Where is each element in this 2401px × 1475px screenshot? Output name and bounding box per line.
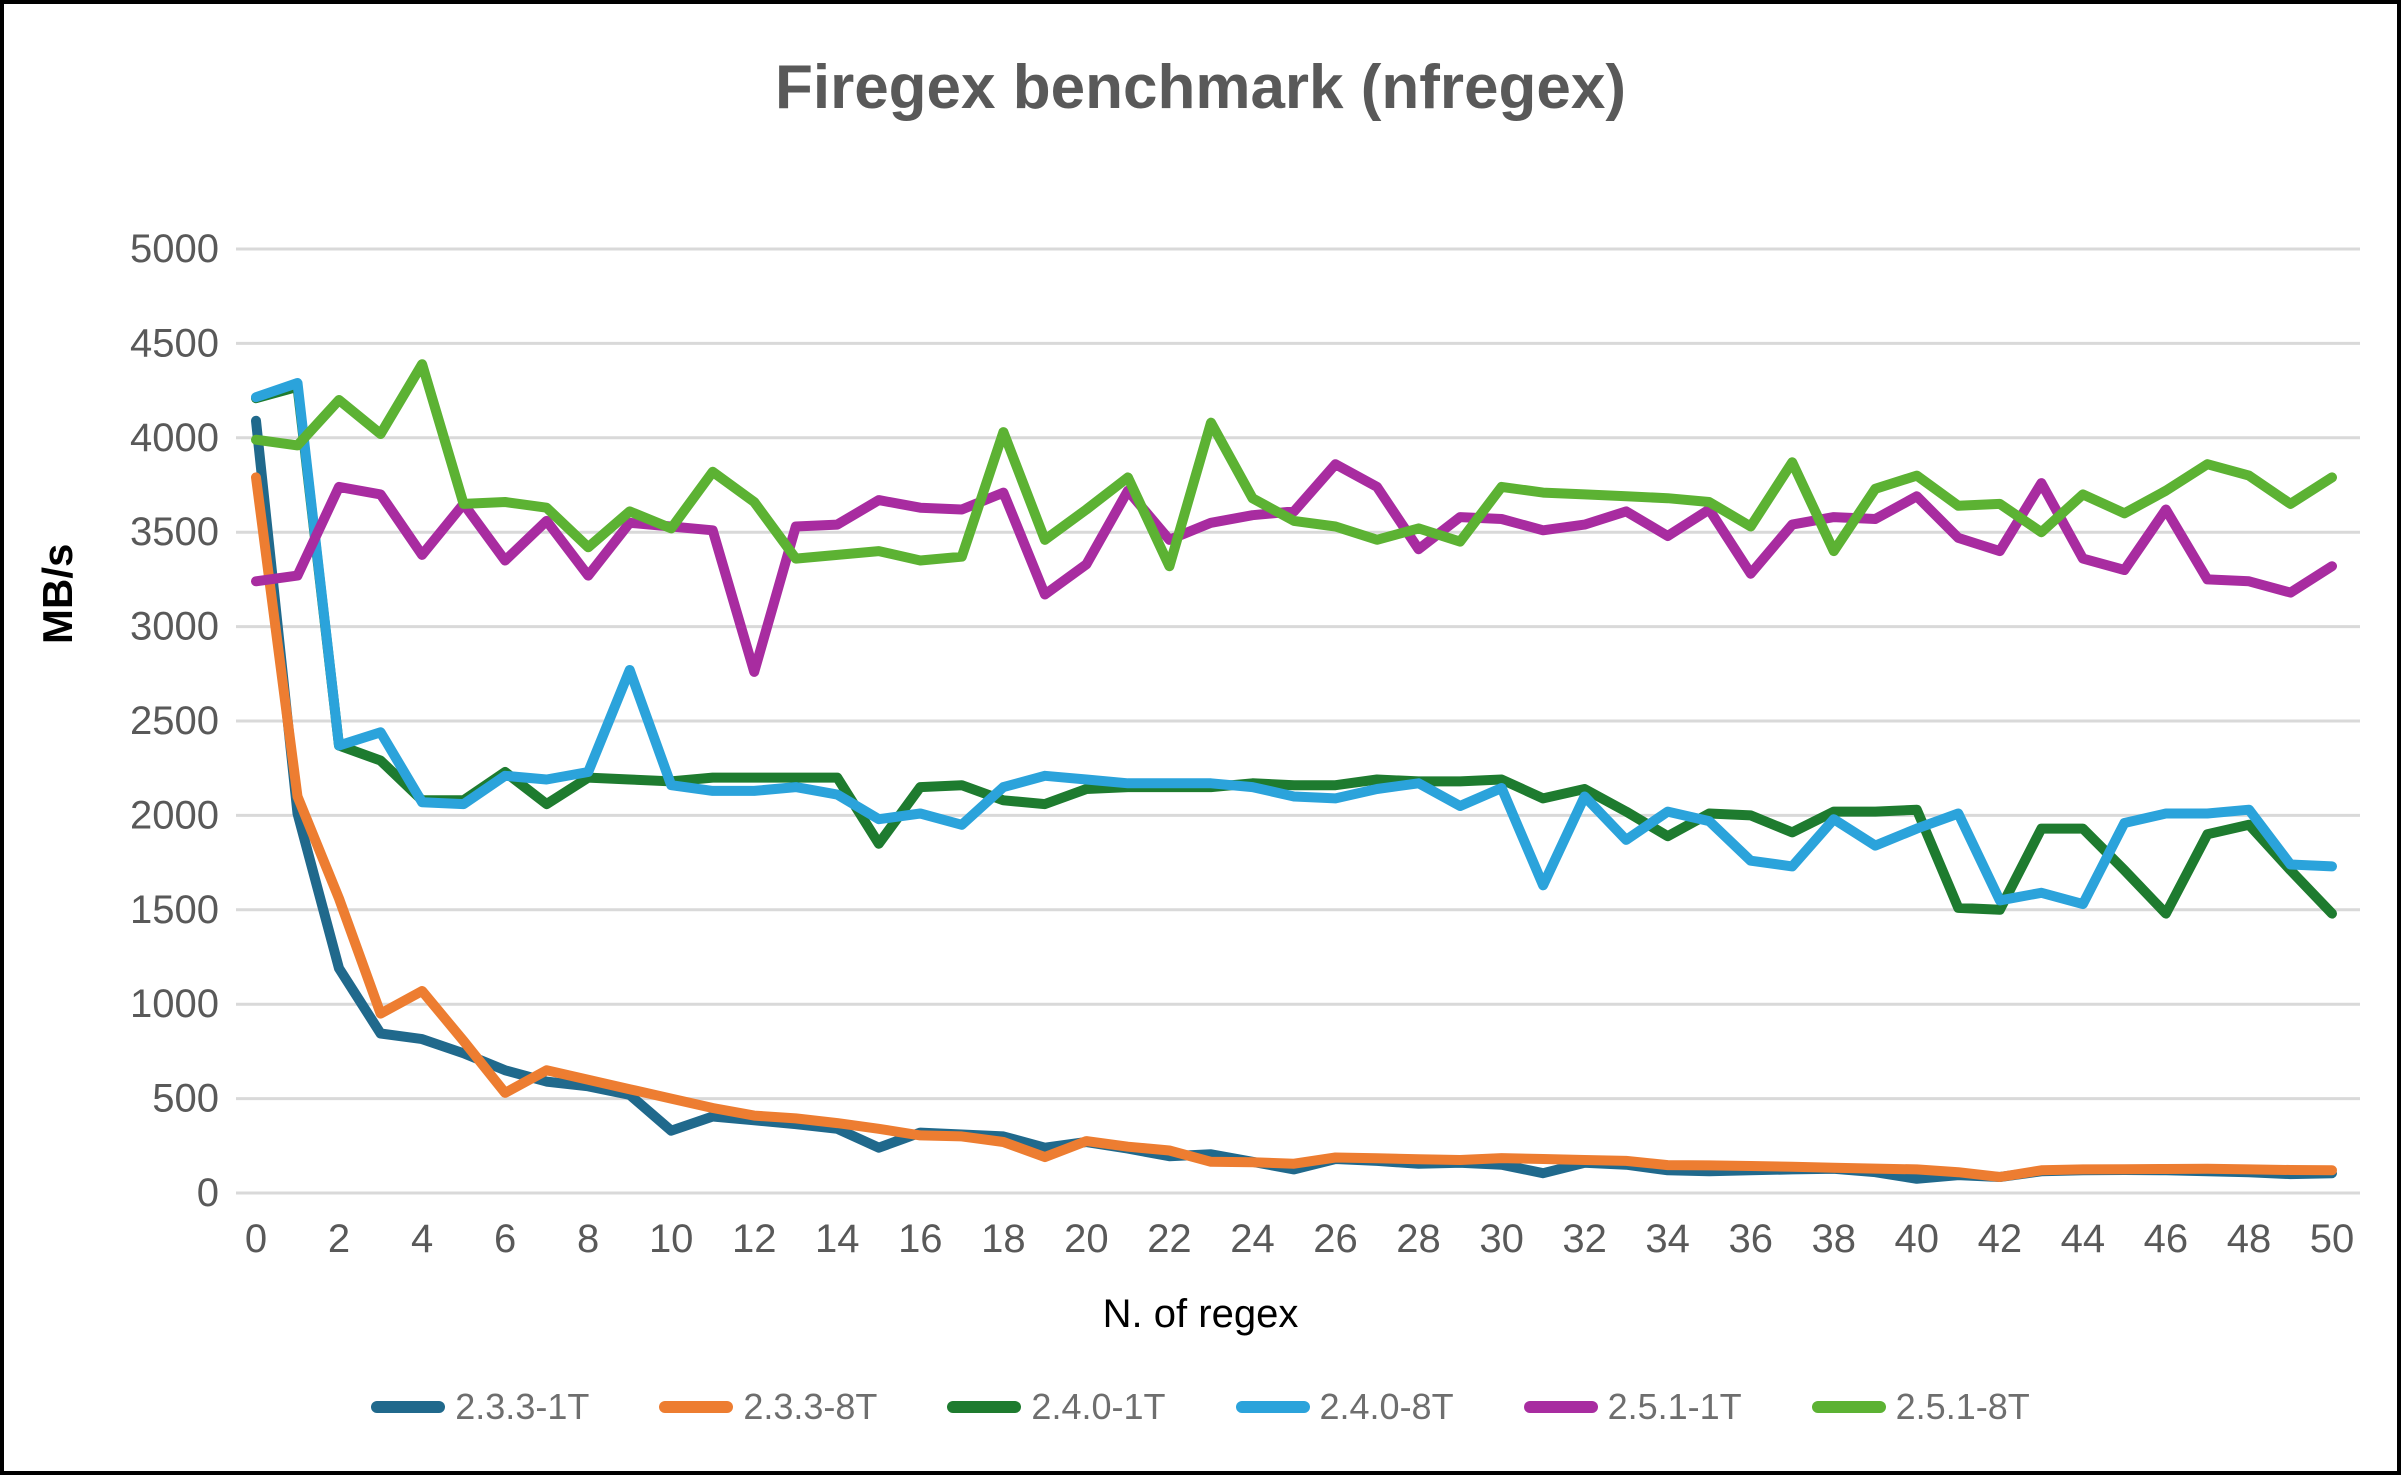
y-tick-label: 4500 [130, 321, 219, 365]
y-tick-label: 2500 [130, 699, 219, 743]
chart-legend: 2.3.3-1T 2.3.3-8T 2.4.0-1T 2.4.0-8T 2.5.1-1T… [4, 1386, 2397, 1428]
y-tick-label: 500 [152, 1077, 219, 1121]
legend-swatch-2.3.3-8T [659, 1401, 734, 1413]
legend-item-2.3.3-8T: 2.3.3-8T [659, 1386, 877, 1428]
legend-item-2.5.1-8T: 2.5.1-8T [1811, 1386, 2030, 1428]
legend-label: 2.3.3-8T [743, 1386, 878, 1427]
x-tick-label: 12 [732, 1217, 777, 1261]
x-tick-label: 26 [1313, 1217, 1358, 1261]
x-tick-label: 10 [649, 1217, 694, 1261]
chart-title: Firegex benchmark (nfregex) [774, 53, 1627, 122]
legend-swatch-2.5.1-8T [1811, 1401, 1886, 1413]
x-tick-label: 30 [1479, 1217, 1524, 1261]
x-tick-label: 8 [577, 1217, 599, 1261]
series-line-2.4.0-1T [251, 381, 2337, 919]
x-tick-label: 14 [815, 1217, 860, 1261]
legend-label: 2.5.1-8T [1895, 1386, 2030, 1427]
x-tick-label: 40 [1895, 1217, 1940, 1261]
x-tick-label: 0 [245, 1217, 267, 1261]
legend-label: 2.4.0-8T [1319, 1386, 1454, 1427]
legend-item-2.4.0-8T: 2.4.0-8T [1235, 1386, 1454, 1428]
x-tick-label: 4 [411, 1217, 433, 1261]
legend-swatch-2.3.3-1T [371, 1401, 446, 1413]
y-tick-label: 3000 [130, 605, 219, 649]
y-tick-label: 1000 [130, 982, 219, 1026]
x-tick-label: 46 [2144, 1217, 2189, 1261]
x-tick-label: 20 [1064, 1217, 1109, 1261]
x-axis-title: N. of regex [1102, 1292, 1299, 1336]
x-tick-label: 28 [1396, 1217, 1441, 1261]
series-line-2.3.3-8T [251, 472, 2337, 1182]
x-tick-label: 22 [1147, 1217, 1192, 1261]
x-tick-label: 36 [1728, 1217, 1773, 1261]
series-line-2.5.1-8T [251, 359, 2337, 572]
y-tick-label: 3500 [130, 510, 219, 554]
x-tick-label: 42 [1978, 1217, 2023, 1261]
legend-swatch-2.4.0-1T [947, 1401, 1022, 1413]
series-line-2.5.1-1T [251, 459, 2337, 677]
legend-label: 2.3.3-1T [455, 1386, 590, 1427]
legend-label: 2.4.0-1T [1031, 1386, 1166, 1427]
y-tick-label: 5000 [130, 227, 219, 271]
x-tick-label: 24 [1230, 1217, 1275, 1261]
y-tick-label: 2000 [130, 793, 219, 837]
y-tick-label: 0 [197, 1171, 219, 1215]
benchmark-line-chart: 0500100015002000250030003500400045005000… [130, 227, 2360, 1261]
x-tick-label: 50 [2310, 1217, 2355, 1261]
x-tick-label: 44 [2061, 1217, 2106, 1261]
legend-item-2.3.3-1T: 2.3.3-1T [371, 1386, 589, 1428]
x-tick-label: 18 [981, 1217, 1026, 1261]
y-tick-label: 1500 [130, 888, 219, 932]
legend-label: 2.5.1-1T [1607, 1386, 1742, 1427]
x-tick-label: 16 [898, 1217, 943, 1261]
x-tick-label: 38 [1812, 1217, 1857, 1261]
y-tick-label: 4000 [130, 416, 219, 460]
legend-swatch-2.4.0-8T [1235, 1401, 1310, 1413]
x-tick-label: 48 [2227, 1217, 2272, 1261]
legend-item-2.5.1-1T: 2.5.1-1T [1523, 1386, 1742, 1428]
x-tick-label: 6 [494, 1217, 516, 1261]
x-tick-label: 32 [1562, 1217, 1607, 1261]
legend-swatch-2.5.1-1T [1523, 1401, 1598, 1413]
legend-item-2.4.0-1T: 2.4.0-1T [947, 1386, 1166, 1428]
x-tick-label: 34 [1645, 1217, 1690, 1261]
x-tick-label: 2 [328, 1217, 350, 1261]
series-line-2.4.0-8T [251, 378, 2337, 910]
